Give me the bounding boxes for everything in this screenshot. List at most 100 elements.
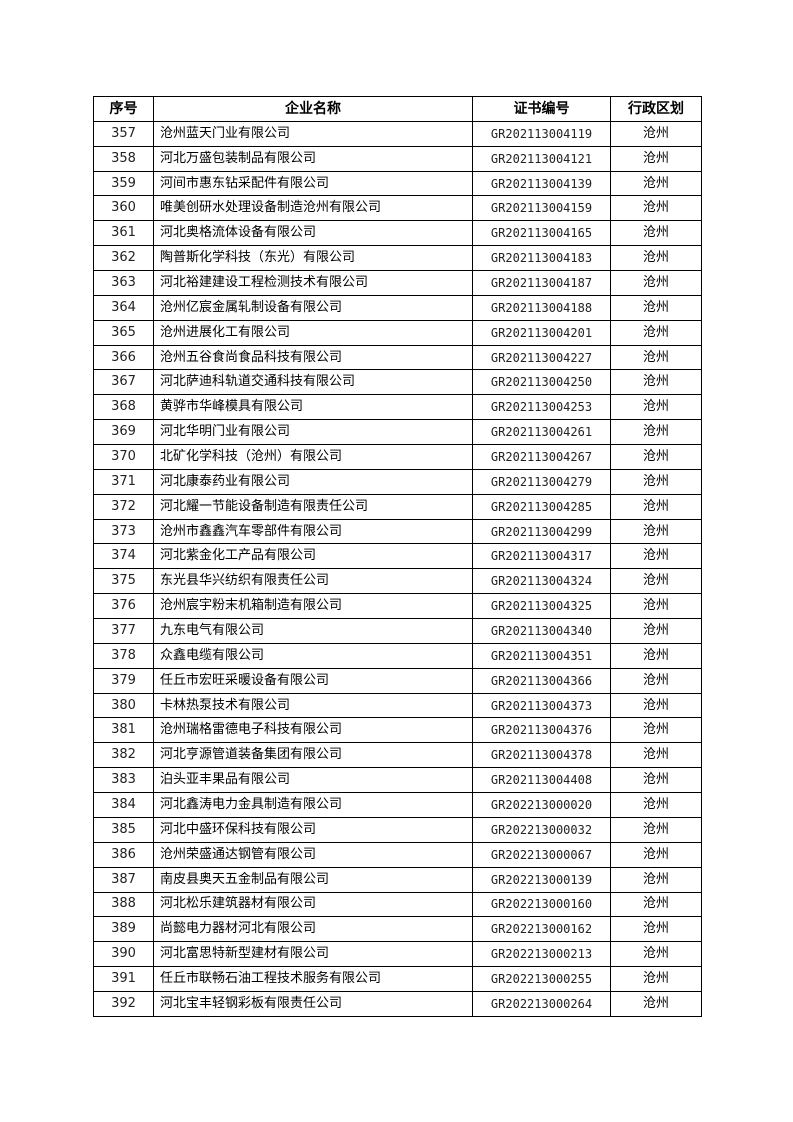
region: 沧州 xyxy=(610,767,702,794)
region: 沧州 xyxy=(610,692,702,719)
row-index: 366 xyxy=(93,344,154,371)
region: 沧州 xyxy=(610,966,702,992)
region: 沧州 xyxy=(610,394,702,421)
row-index: 383 xyxy=(93,767,154,794)
row-index: 360 xyxy=(93,195,154,222)
region: 沧州 xyxy=(610,369,702,396)
company-name: 河间市惠东钻采配件有限公司 xyxy=(153,170,473,197)
row-index: 390 xyxy=(93,941,154,968)
row-index: 382 xyxy=(93,742,154,769)
company-name: 河北萨迪科轨道交通科技有限公司 xyxy=(153,369,473,396)
company-name: 河北亨源管道装备集团有限公司 xyxy=(153,742,473,769)
certificate-number: GR202113004366 xyxy=(472,667,611,694)
region: 沧州 xyxy=(610,444,702,470)
table-row: 388 河北松乐建筑器材有限公司 GR202213000160 沧州 xyxy=(93,891,702,918)
company-name: 卡林热泵技术有限公司 xyxy=(153,692,473,719)
company-name: 陶普斯化学科技（东光）有限公司 xyxy=(153,245,473,272)
enterprise-table: 序号 企业名称 证书编号 行政区划 357 沧州蓝天门业有限公司 GR2021130… xyxy=(93,96,702,1017)
company-name: 北矿化学科技（沧州）有限公司 xyxy=(153,444,473,470)
region: 沧州 xyxy=(610,493,702,520)
table-row: 392 河北宝丰轻钢彩板有限责任公司 GR202213000264 沧州 xyxy=(93,990,702,1017)
table-row: 365 沧州进展化工有限公司 GR202113004201 沧州 xyxy=(93,319,702,346)
row-index: 391 xyxy=(93,966,154,992)
company-name: 众鑫电缆有限公司 xyxy=(153,642,473,669)
table-row: 377 九东电气有限公司 GR202113004340 沧州 xyxy=(93,618,702,644)
table-row: 386 沧州荣盛通达钢管有限公司 GR202213000067 沧州 xyxy=(93,841,702,868)
certificate-number: GR202213000139 xyxy=(472,866,611,893)
region: 沧州 xyxy=(610,270,702,296)
region: 沧州 xyxy=(610,941,702,968)
region: 沧州 xyxy=(610,841,702,868)
table-row: 359 河间市惠东钻采配件有限公司 GR202113004139 沧州 xyxy=(93,170,702,197)
row-index: 378 xyxy=(93,642,154,669)
company-name: 唯美创研水处理设备制造沧州有限公司 xyxy=(153,195,473,222)
certificate-number: GR202113004373 xyxy=(472,692,611,719)
region: 沧州 xyxy=(610,866,702,893)
company-name: 河北华明门业有限公司 xyxy=(153,419,473,446)
row-index: 384 xyxy=(93,792,154,818)
company-name: 河北裕建建设工程检测技术有限公司 xyxy=(153,270,473,296)
certificate-number: GR202113004139 xyxy=(472,170,611,197)
table-row: 372 河北耀一节能设备制造有限责任公司 GR202113004285 沧州 xyxy=(93,493,702,520)
region: 沧州 xyxy=(610,593,702,620)
certificate-number: GR202213000162 xyxy=(472,916,611,943)
certificate-number: GR202113004317 xyxy=(472,543,611,570)
certificate-number: GR202213000255 xyxy=(472,966,611,992)
row-index: 362 xyxy=(93,245,154,272)
region: 沧州 xyxy=(610,742,702,769)
row-index: 365 xyxy=(93,319,154,346)
certificate-number: GR202113004408 xyxy=(472,767,611,794)
table-row: 370 北矿化学科技（沧州）有限公司 GR202113004267 沧州 xyxy=(93,444,702,470)
table-row: 364 沧州亿宸金属轧制设备有限公司 GR202113004188 沧州 xyxy=(93,294,702,321)
table-row: 384 河北鑫涛电力金具制造有限公司 GR202213000020 沧州 xyxy=(93,792,702,818)
table-row: 357 沧州蓝天门业有限公司 GR202113004119 沧州 xyxy=(93,120,702,147)
row-index: 373 xyxy=(93,518,154,545)
company-name: 沧州亿宸金属轧制设备有限公司 xyxy=(153,294,473,321)
table-row: 380 卡林热泵技术有限公司 GR202113004373 沧州 xyxy=(93,692,702,719)
region: 沧州 xyxy=(610,792,702,818)
company-name: 沧州宸宇粉末机箱制造有限公司 xyxy=(153,593,473,620)
header-company-name: 企业名称 xyxy=(153,96,473,122)
row-index: 376 xyxy=(93,593,154,620)
table-row: 382 河北亨源管道装备集团有限公司 GR202113004378 沧州 xyxy=(93,742,702,769)
table-row: 369 河北华明门业有限公司 GR202113004261 沧州 xyxy=(93,419,702,446)
certificate-number: GR202113004285 xyxy=(472,493,611,520)
company-name: 沧州进展化工有限公司 xyxy=(153,319,473,346)
company-name: 尚懿电力器材河北有限公司 xyxy=(153,916,473,943)
row-index: 380 xyxy=(93,692,154,719)
certificate-number: GR202113004279 xyxy=(472,468,611,495)
certificate-number: GR202113004121 xyxy=(472,145,611,172)
company-name: 东光县华兴纺织有限责任公司 xyxy=(153,568,473,595)
region: 沧州 xyxy=(610,419,702,446)
header-region: 行政区划 xyxy=(610,96,702,122)
row-index: 361 xyxy=(93,220,154,247)
region: 沧州 xyxy=(610,120,702,147)
region: 沧州 xyxy=(610,170,702,197)
company-name: 南皮县奥天五金制品有限公司 xyxy=(153,866,473,893)
region: 沧州 xyxy=(610,344,702,371)
region: 沧州 xyxy=(610,891,702,918)
certificate-number: GR202113004165 xyxy=(472,220,611,247)
region: 沧州 xyxy=(610,642,702,669)
row-index: 371 xyxy=(93,468,154,495)
row-index: 358 xyxy=(93,145,154,172)
region: 沧州 xyxy=(610,145,702,172)
table-row: 389 尚懿电力器材河北有限公司 GR202213000162 沧州 xyxy=(93,916,702,943)
certificate-number: GR202113004253 xyxy=(472,394,611,421)
row-index: 368 xyxy=(93,394,154,421)
table-row: 375 东光县华兴纺织有限责任公司 GR202113004324 沧州 xyxy=(93,568,702,595)
certificate-number: GR202213000264 xyxy=(472,990,611,1017)
table-header-row: 序号 企业名称 证书编号 行政区划 xyxy=(93,96,702,122)
certificate-number: GR202113004119 xyxy=(472,120,611,147)
company-name: 九东电气有限公司 xyxy=(153,618,473,644)
company-name: 河北万盛包装制品有限公司 xyxy=(153,145,473,172)
row-index: 377 xyxy=(93,618,154,644)
region: 沧州 xyxy=(610,568,702,595)
row-index: 367 xyxy=(93,369,154,396)
table-body: 357 沧州蓝天门业有限公司 GR202113004119 沧州 358 河北万盛包装制品… xyxy=(93,120,702,1017)
company-name: 沧州市鑫鑫汽车零部件有限公司 xyxy=(153,518,473,545)
table-row: 362 陶普斯化学科技（东光）有限公司 GR202113004183 沧州 xyxy=(93,245,702,272)
region: 沧州 xyxy=(610,195,702,222)
row-index: 379 xyxy=(93,667,154,694)
region: 沧州 xyxy=(610,667,702,694)
